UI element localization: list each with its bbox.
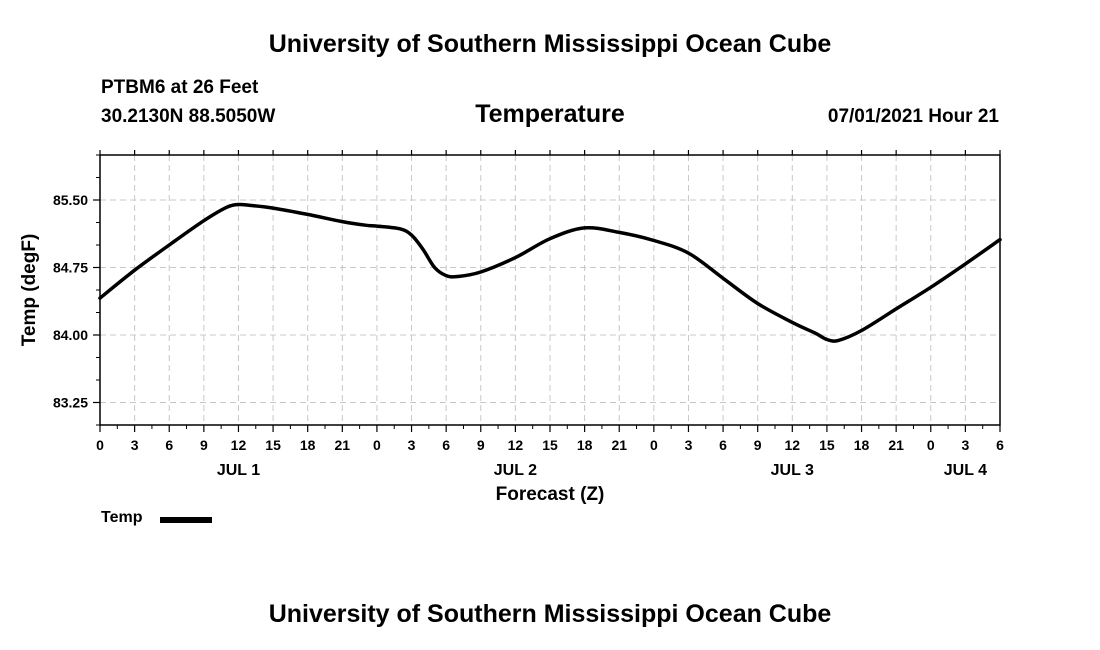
axis-labels: 0 3 6 9 12 15 18 21 0 3 6 9 12 15 18 21 0 3 6 9 12 15 18 21 0 3 6 8… xyxy=(53,192,1004,479)
x-tick-label: 21 xyxy=(335,437,351,453)
x-tick-label: 12 xyxy=(508,437,524,453)
x-tick-label: 3 xyxy=(685,437,693,453)
axis-ticks xyxy=(93,150,1001,432)
x-tick-label: 15 xyxy=(819,437,835,453)
variable-title: Temperature xyxy=(475,100,625,128)
station-name: PTBM6 at 26 Feet xyxy=(101,77,259,98)
footer-title: University of Southern Mississippi Ocean… xyxy=(268,600,832,628)
day-label: JUL 2 xyxy=(494,462,537,479)
y-axis-title: Temp (degF) xyxy=(19,234,40,347)
plot-frame xyxy=(99,154,1001,426)
legend-line-swatch xyxy=(160,517,212,523)
x-tick-label: 3 xyxy=(131,437,139,453)
x-tick-label: 0 xyxy=(96,437,104,453)
x-tick-label: 9 xyxy=(200,437,208,453)
y-tick-label: 84.00 xyxy=(53,327,88,343)
x-tick-label: 21 xyxy=(611,437,627,453)
day-label: JUL 4 xyxy=(944,462,987,479)
forecast-datetime: 07/01/2021 Hour 21 xyxy=(827,106,999,127)
x-axis-title: Forecast (Z) xyxy=(496,484,605,505)
header-title: University of Southern Mississippi Ocean… xyxy=(268,30,832,58)
x-tick-label: 18 xyxy=(577,437,593,453)
x-tick-label: 21 xyxy=(888,437,904,453)
x-tick-label: 0 xyxy=(650,437,658,453)
x-tick-label: 15 xyxy=(265,437,281,453)
series-line-temp xyxy=(98,202,1002,343)
x-tick-label: 6 xyxy=(442,437,450,453)
x-tick-label: 0 xyxy=(927,437,935,453)
legend-label: Temp xyxy=(101,509,143,526)
x-tick-label: 12 xyxy=(785,437,801,453)
y-tick-label: 84.75 xyxy=(53,260,88,276)
x-tick-label: 6 xyxy=(719,437,727,453)
x-tick-label: 9 xyxy=(477,437,485,453)
day-label: JUL 3 xyxy=(771,462,814,479)
x-tick-label: 6 xyxy=(996,437,1004,453)
x-tick-label: 3 xyxy=(408,437,416,453)
x-tick-label: 12 xyxy=(231,437,247,453)
day-label: JUL 1 xyxy=(217,462,260,479)
x-tick-label: 0 xyxy=(373,437,381,453)
x-tick-label: 3 xyxy=(961,437,969,453)
series-layer xyxy=(98,202,1002,343)
x-tick-label: 9 xyxy=(754,437,762,453)
grid-lines xyxy=(100,155,1000,425)
y-tick-label: 83.25 xyxy=(53,395,88,411)
y-tick-label: 85.50 xyxy=(53,192,88,208)
x-tick-label: 6 xyxy=(165,437,173,453)
x-tick-label: 18 xyxy=(300,437,316,453)
x-tick-label: 18 xyxy=(854,437,870,453)
station-coordinates: 30.2130N 88.5050W xyxy=(101,106,276,127)
x-tick-label: 15 xyxy=(542,437,558,453)
